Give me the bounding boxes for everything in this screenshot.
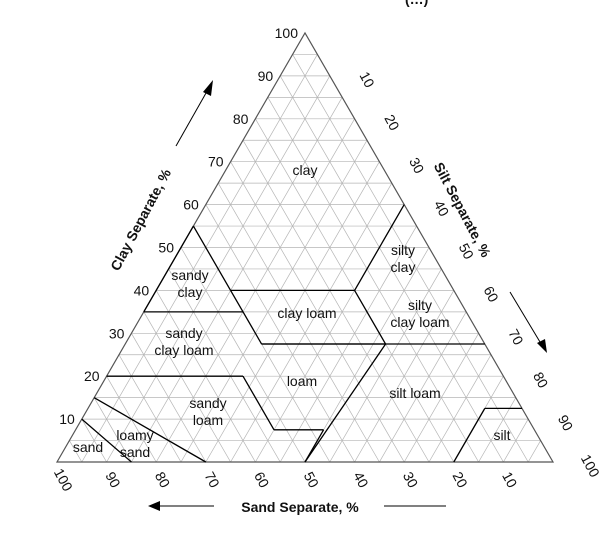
grid-line-sand-70 [131,333,207,463]
grid-line-silt-50 [304,247,430,463]
silt-tick-label: 90 [555,412,577,433]
sand-tick-label: 10 [499,469,521,490]
clay-tick-label: 60 [183,197,199,213]
class-boundary-12 [304,343,387,463]
region-label-loamy-sand: loamy sand [116,427,153,460]
silt-tick-label: 10 [356,69,378,90]
silt-tick-label: 40 [431,198,453,219]
region-label-silty-clay-loam: silty clay loam [390,297,449,330]
grid-line-silt-5 [81,54,318,463]
silt-tick-label: 50 [456,241,478,262]
silt-axis-arrow [509,291,547,353]
silt-tick-label: 20 [381,112,403,133]
clay-tick-label: 50 [158,240,174,256]
class-boundary-7 [354,290,387,345]
sand-tick-label: 90 [102,469,124,490]
region-label-sandy-clay: sandy clay [171,267,208,300]
clay-tick-label: 100 [275,25,299,41]
region-label-clay-loam: clay loam [277,305,336,321]
clay-tick-label: 90 [258,68,274,84]
class-boundary-15 [93,397,207,463]
grid-line-sand-5 [292,54,529,463]
sand-axis-ticks: 100 90 80 70 60 50 40 30 20 10 [51,466,521,494]
silt-tick-label: 80 [530,369,552,390]
silt-tick-label: 30 [406,155,428,176]
grid-line-sand-65 [143,311,231,463]
grid-line-sand-85 [93,397,132,463]
clay-axis-title: Clay Separate, % [107,166,174,274]
class-boundary-10 [242,375,275,431]
grid-line-silt-95 [527,440,541,463]
region-label-silty-clay: silty clay [391,242,416,275]
grid-line-silt-60 [354,290,455,463]
grid-line-sand-90 [81,418,107,463]
texture-class-boundaries [81,204,522,463]
grid-line-silt-55 [329,268,442,463]
silt-tick-label: 100 [578,452,600,480]
class-boundary-2 [354,204,405,291]
grid-line-silt-70 [403,333,479,463]
clay-tick-label: 10 [59,411,75,427]
class-boundary-18 [453,408,486,463]
grid-line-silt-65 [379,311,467,463]
region-label-loam: loam [287,373,317,389]
class-boundary-4 [192,225,232,291]
sand-axis-arrow [148,501,446,511]
clay-axis-arrow [175,80,213,147]
class-boundary-16 [81,418,132,463]
class-boundary-14 [304,429,325,463]
grid-line-silt-25 [180,140,368,463]
sand-tick-label: 80 [152,469,174,490]
region-label-sandy-loam: sandy loam [189,395,226,428]
sand-tick-label: 100 [51,466,76,494]
sand-axis-title: Sand Separate, % [241,499,359,515]
region-label-sandy-clay-loam: sandy clay loam [154,325,213,358]
header-fragment: (…) [405,0,428,7]
grid-line-sand-50 [180,247,306,463]
grid-line-sand-55 [168,268,281,463]
sand-tick-label: 50 [301,469,323,490]
sand-tick-label: 70 [201,469,223,490]
region-label-silt: silt [493,427,510,443]
clay-tick-label: 40 [134,282,150,298]
triangle-grid [55,31,555,463]
sand-tick-label: 30 [400,469,422,490]
class-boundary-3 [143,225,194,313]
clay-axis-ticks: 10 20 30 40 50 60 70 80 90 100 [59,25,298,427]
texture-class-labels: clay silty clay sandy clay clay loam silty clay… [73,162,511,460]
clay-tick-label: 30 [109,325,125,341]
clay-tick-label: 70 [208,154,224,170]
region-label-clay: clay [293,162,318,178]
clay-tick-label: 20 [84,368,100,384]
clay-tick-label: 80 [233,111,249,127]
grid-line-silt-15 [131,97,343,463]
grid-line-sand-25 [242,140,430,463]
sand-tick-label: 40 [350,469,372,490]
sand-tick-label: 20 [449,469,471,490]
grid-line-silt-90 [503,418,529,463]
grid-line-silt-75 [428,354,492,463]
grid-line-silt-35 [230,182,393,463]
grid-line-sand-15 [267,97,479,463]
region-label-sand: sand [73,439,103,455]
silt-tick-label: 60 [480,283,502,304]
grid-line-sand-75 [118,354,182,463]
class-boundary-6 [230,290,263,345]
grid-line-sand-35 [217,182,380,463]
sand-tick-label: 60 [251,469,273,490]
silt-tick-label: 70 [505,326,527,347]
grid-line-sand-95 [69,440,83,463]
region-label-silt-loam: silt loam [389,385,440,401]
